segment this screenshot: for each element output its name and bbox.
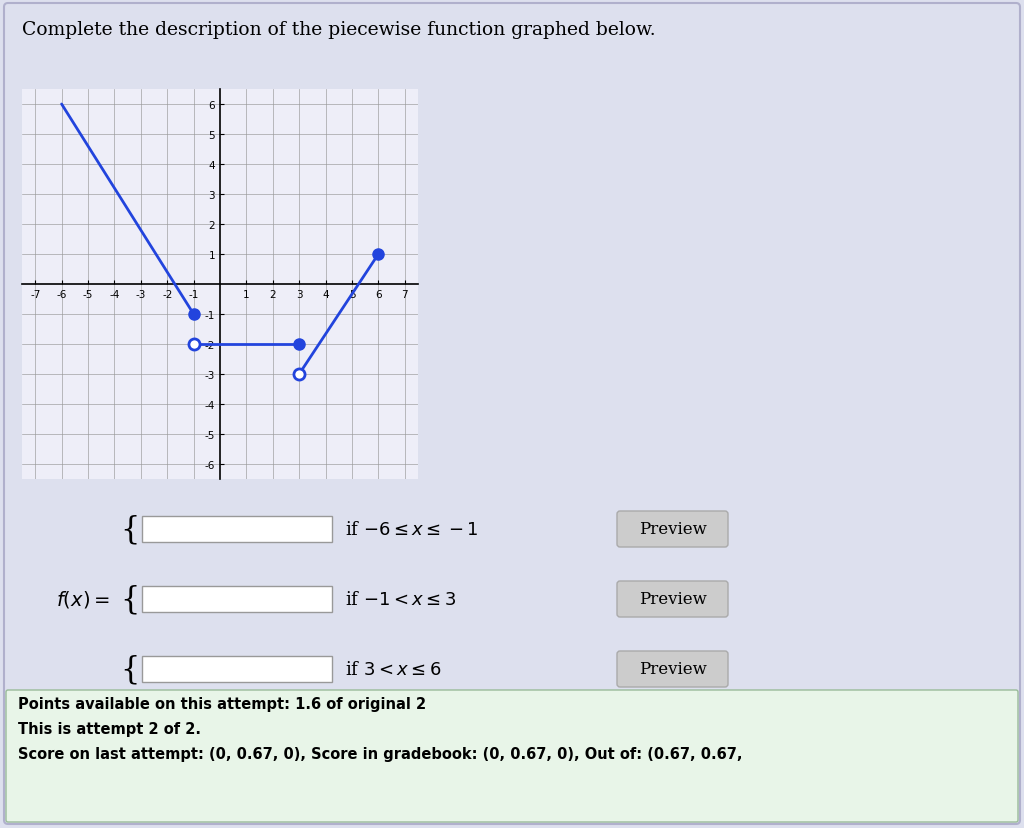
Text: {: {: [120, 584, 139, 614]
FancyBboxPatch shape: [4, 4, 1020, 824]
Text: Preview: Preview: [639, 521, 707, 538]
FancyBboxPatch shape: [142, 517, 332, 542]
Text: {: {: [120, 654, 139, 685]
FancyBboxPatch shape: [617, 581, 728, 617]
Text: Preview: Preview: [639, 591, 707, 608]
Text: This is attempt 2 of 2.: This is attempt 2 of 2.: [18, 721, 201, 736]
FancyBboxPatch shape: [142, 657, 332, 682]
Text: Complete the description of the piecewise function graphed below.: Complete the description of the piecewis…: [22, 21, 655, 39]
Text: Score on last attempt: (0, 0.67, 0), Score in gradebook: (0, 0.67, 0), Out of: (: Score on last attempt: (0, 0.67, 0), Sco…: [18, 746, 742, 761]
FancyBboxPatch shape: [617, 651, 728, 687]
Text: Preview: Preview: [639, 661, 707, 677]
Text: {: {: [120, 514, 139, 545]
Text: if $-6 \leq x \leq -1$: if $-6 \leq x \leq -1$: [345, 520, 478, 538]
Text: $f(x) =$: $f(x) =$: [56, 589, 110, 609]
Text: Points available on this attempt: 1.6 of original 2: Points available on this attempt: 1.6 of…: [18, 696, 426, 711]
Text: if $-1 < x \leq 3$: if $-1 < x \leq 3$: [345, 590, 457, 609]
FancyBboxPatch shape: [617, 512, 728, 547]
Text: if $3 < x \leq 6$: if $3 < x \leq 6$: [345, 660, 441, 678]
FancyBboxPatch shape: [142, 586, 332, 612]
FancyBboxPatch shape: [6, 691, 1018, 822]
